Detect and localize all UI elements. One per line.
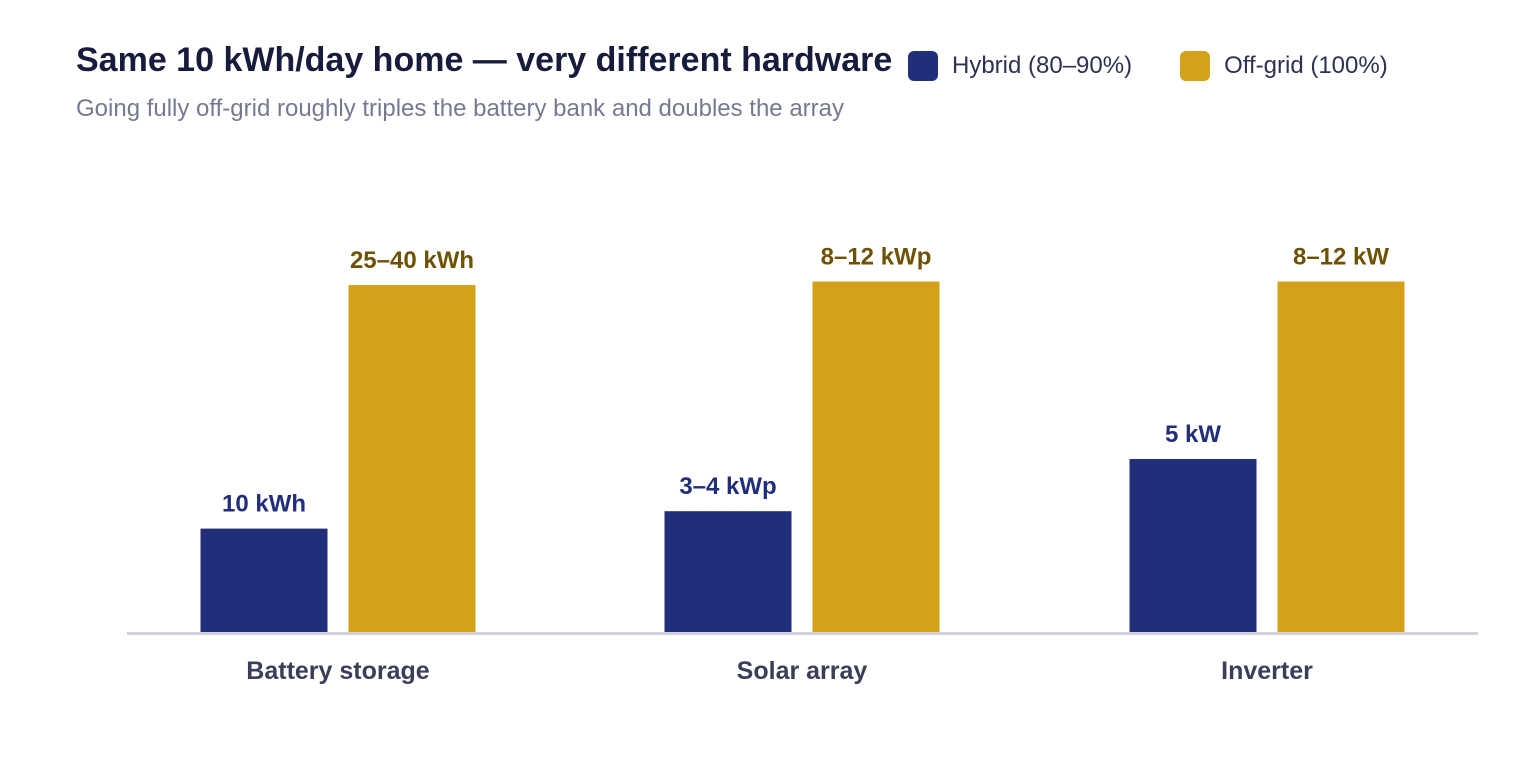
data-label-off-grid-inverter: 8–12 kW (1293, 244, 1389, 271)
bar-hybrid-battery-storage (200, 528, 328, 633)
legend-swatch-hybrid (908, 51, 938, 81)
data-label-hybrid-inverter: 5 kW (1165, 421, 1221, 448)
bar-off-grid-battery-storage (348, 285, 476, 633)
legend-swatch-off-grid (1180, 51, 1211, 81)
data-label-hybrid-battery-storage: 10 kWh (222, 491, 306, 518)
chart-subtitle: Going fully off-grid roughly triples the… (76, 95, 844, 122)
x-tick-label-solar-array: Solar array (737, 657, 868, 685)
legend-label-off-grid: Off-grid (100%) (1224, 52, 1388, 79)
legend-item-hybrid: Hybrid (80–90%) (908, 51, 1132, 81)
data-label-off-grid-solar-array: 8–12 kWp (821, 244, 932, 271)
data-label-off-grid-battery-storage: 25–40 kWh (350, 247, 474, 274)
chart-title: Same 10 kWh/day home — very different ha… (76, 41, 893, 79)
x-tick-label-battery-storage: Battery storage (246, 657, 429, 685)
bar-off-grid-inverter (1277, 281, 1405, 633)
legend-label-hybrid: Hybrid (80–90%) (952, 52, 1133, 79)
bar-hybrid-inverter (1129, 459, 1257, 633)
x-tick-label-inverter: Inverter (1221, 657, 1313, 685)
bar-hybrid-solar-array (664, 511, 792, 633)
chart-legend: Hybrid (80–90%) Off-grid (100%) (908, 51, 1388, 81)
legend-item-off-grid: Off-grid (100%) (1180, 51, 1388, 81)
bar-off-grid-solar-array (812, 281, 940, 633)
data-label-hybrid-solar-array: 3–4 kWp (679, 473, 776, 500)
